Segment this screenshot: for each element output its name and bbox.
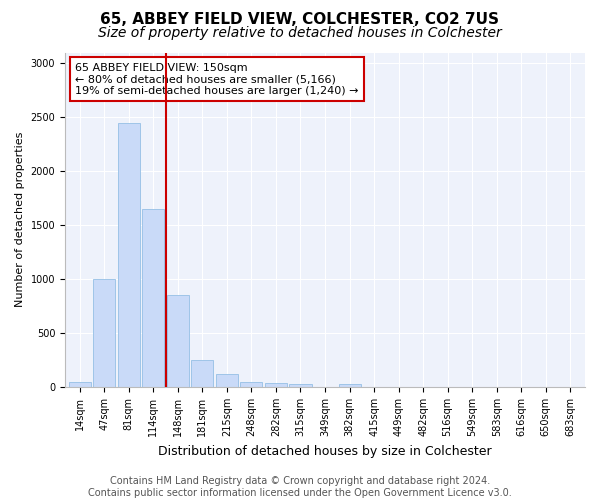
Bar [265, 383, 287, 387]
Bar [69, 382, 91, 387]
Bar [191, 360, 214, 387]
Bar [314, 386, 336, 387]
Bar [289, 384, 311, 387]
Bar [142, 209, 164, 387]
Text: 65, ABBEY FIELD VIEW, COLCHESTER, CO2 7US: 65, ABBEY FIELD VIEW, COLCHESTER, CO2 7U… [101, 12, 499, 28]
Bar [118, 122, 140, 387]
Text: Size of property relative to detached houses in Colchester: Size of property relative to detached ho… [98, 26, 502, 40]
Y-axis label: Number of detached properties: Number of detached properties [15, 132, 25, 308]
Bar [167, 296, 189, 387]
Bar [338, 384, 361, 387]
Bar [241, 382, 262, 387]
Bar [93, 279, 115, 387]
Text: Contains HM Land Registry data © Crown copyright and database right 2024.
Contai: Contains HM Land Registry data © Crown c… [88, 476, 512, 498]
X-axis label: Distribution of detached houses by size in Colchester: Distribution of detached houses by size … [158, 444, 492, 458]
Bar [363, 386, 385, 387]
Text: 65 ABBEY FIELD VIEW: 150sqm
← 80% of detached houses are smaller (5,166)
19% of : 65 ABBEY FIELD VIEW: 150sqm ← 80% of det… [76, 62, 359, 96]
Bar [216, 374, 238, 387]
